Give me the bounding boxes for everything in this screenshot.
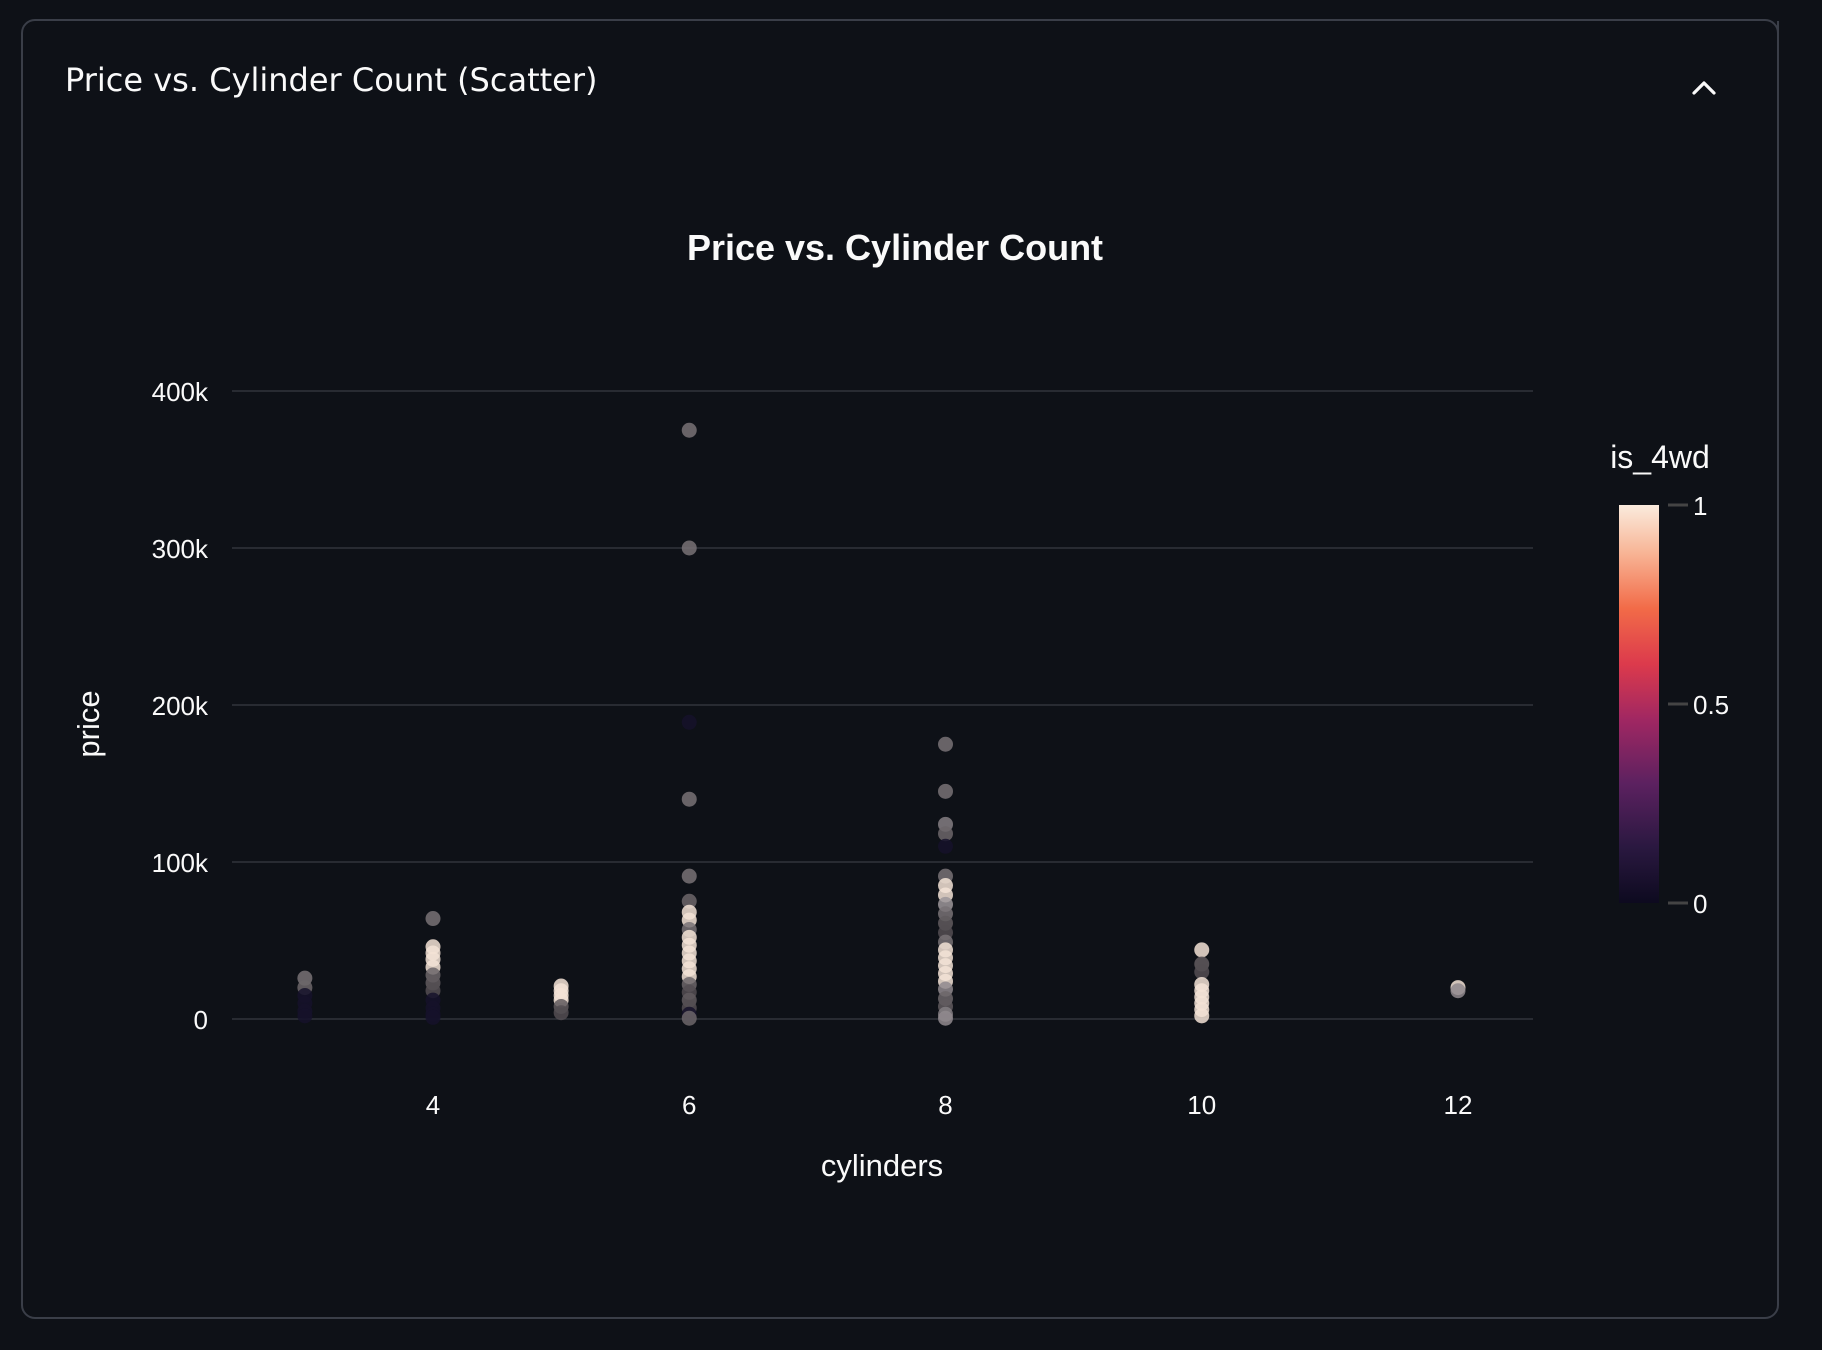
- scatter-point: [1194, 942, 1210, 958]
- scatter-point: [681, 1010, 697, 1026]
- y-tick-label: 0: [194, 1005, 208, 1035]
- scatter-point: [297, 1008, 313, 1024]
- scatter-point: [938, 783, 953, 799]
- scatter-point: [938, 736, 953, 752]
- colorbar-ticks: 00.51: [1668, 491, 1729, 919]
- expander-title: Price vs. Cylinder Count (Scatter): [65, 61, 598, 99]
- y-tick-label: 300k: [152, 534, 209, 564]
- scatter-points: [297, 422, 1466, 1026]
- y-tick-label: 200k: [152, 691, 209, 721]
- colorbar: is_4wd 00.51: [1610, 439, 1729, 919]
- x-tick-label: 4: [426, 1090, 440, 1120]
- expander-scroll-edge: [1777, 21, 1779, 139]
- colorbar-gradient: [1619, 505, 1659, 903]
- colorbar-tick-label: 0: [1693, 889, 1707, 919]
- x-tick-label: 6: [682, 1090, 696, 1120]
- expander-header[interactable]: Price vs. Cylinder Count (Scatter): [23, 21, 1777, 141]
- y-tick-labels: 0 100k 200k 300k 400k: [152, 377, 209, 1035]
- scatter-point: [425, 1009, 441, 1025]
- scatter-point: [681, 714, 697, 730]
- scatter-point: [938, 838, 953, 854]
- scatter-point: [553, 1005, 569, 1021]
- scatter-point: [1194, 964, 1210, 980]
- y-axis-label: price: [71, 690, 106, 757]
- colorbar-tick-label: 0.5: [1693, 690, 1729, 720]
- scatter-point: [938, 826, 953, 842]
- chart-title: Price vs. Cylinder Count: [687, 227, 1103, 268]
- x-tick-label: 8: [938, 1090, 952, 1120]
- x-axis-label: cylinders: [821, 1148, 943, 1183]
- x-tick-label: 10: [1187, 1090, 1216, 1120]
- scatter-point: [1194, 1008, 1210, 1024]
- scatter-point: [425, 911, 441, 927]
- scatter-point: [938, 1010, 953, 1026]
- colorbar-title: is_4wd: [1610, 439, 1710, 475]
- scatter-point: [681, 893, 697, 909]
- chevron-up-icon[interactable]: [1689, 73, 1719, 103]
- chart-expander: Price vs. Cylinder Count (Scatter): [21, 19, 1779, 1319]
- scatter-point: [681, 422, 697, 438]
- y-tick-label: 100k: [152, 848, 209, 878]
- x-tick-label: 12: [1444, 1090, 1473, 1120]
- scatter-point: [1450, 983, 1466, 999]
- x-tick-labels: 4 6 8 10 12: [426, 1090, 1473, 1120]
- scatter-point: [681, 791, 697, 807]
- y-gridlines: [232, 390, 1533, 1020]
- y-tick-label: 400k: [152, 377, 209, 407]
- scatter-point: [681, 540, 697, 556]
- scatter-point: [681, 868, 697, 884]
- colorbar-tick-label: 1: [1693, 491, 1707, 521]
